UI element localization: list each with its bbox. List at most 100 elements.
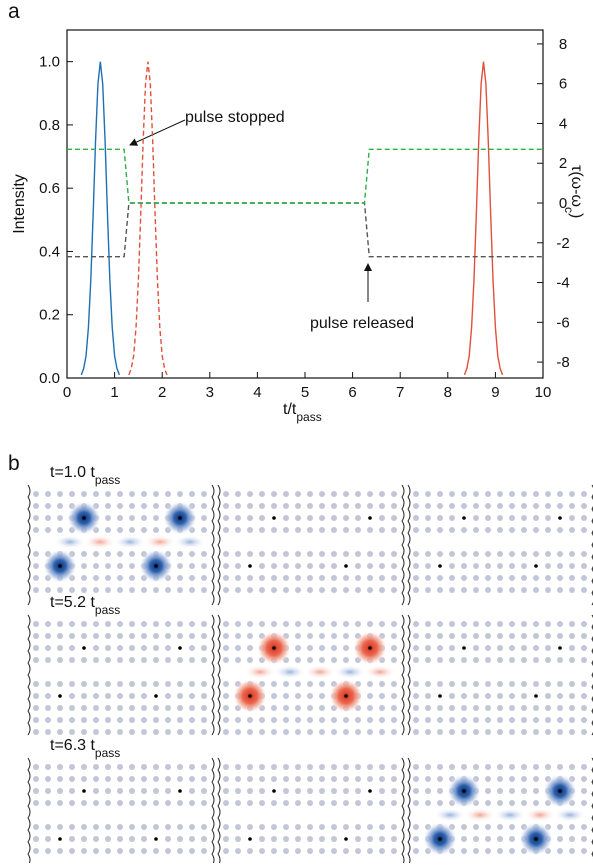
- lattice-dot: [153, 645, 159, 651]
- lattice-dot: [413, 764, 419, 770]
- lattice-dot: [413, 717, 419, 723]
- lattice-dot: [153, 633, 159, 639]
- lattice-dot: [509, 717, 515, 723]
- lattice-dot: [129, 764, 135, 770]
- lattice-dot: [105, 717, 111, 723]
- x-tick-label: 9: [491, 384, 499, 401]
- lattice-dot: [379, 503, 385, 509]
- lattice-dot: [367, 764, 373, 770]
- lattice-dot: [177, 563, 183, 569]
- lattice-dot: [521, 800, 527, 806]
- lattice-dot: [533, 764, 539, 770]
- lattice-dot: [141, 693, 147, 699]
- lattice-dot: [283, 503, 289, 509]
- lattice-dot: [355, 729, 361, 735]
- lattice-dot: [425, 705, 431, 711]
- lattice-dot: [307, 824, 313, 830]
- lattice-dot: [569, 527, 575, 533]
- cavity: [368, 646, 372, 650]
- annotation: pulse released: [310, 315, 414, 332]
- lattice-dot: [69, 657, 75, 663]
- lattice-dot: [235, 657, 241, 663]
- lattice-dot: [93, 563, 99, 569]
- lattice-dot: [533, 729, 539, 735]
- lattice-dot: [57, 764, 63, 770]
- lattice-dot: [521, 764, 527, 770]
- lattice-dot: [355, 776, 361, 782]
- lattice-dot: [93, 776, 99, 782]
- lattice-dot: [153, 764, 159, 770]
- lattice-dot: [355, 836, 361, 842]
- lattice-dot: [379, 681, 385, 687]
- cavity: [368, 789, 372, 793]
- lattice-dot: [307, 551, 313, 557]
- lattice-dot: [165, 836, 171, 842]
- lattice-dot: [165, 764, 171, 770]
- lattice-dot: [473, 633, 479, 639]
- lattice-dot: [343, 645, 349, 651]
- lattice-dot: [105, 575, 111, 581]
- lattice-dot: [509, 527, 515, 533]
- lattice-dot: [223, 681, 229, 687]
- lattice-dot: [319, 764, 325, 770]
- lattice-dot: [449, 633, 455, 639]
- lattice-dot: [45, 657, 51, 663]
- lattice-dot: [307, 503, 313, 509]
- lattice-dot: [129, 491, 135, 497]
- lattice-dot: [223, 575, 229, 581]
- lattice-dot: [247, 515, 253, 521]
- lattice-dot: [141, 515, 147, 521]
- lattice-dot: [533, 657, 539, 663]
- lattice-dot: [93, 575, 99, 581]
- lattice-dot: [437, 575, 443, 581]
- lattice-dot: [129, 705, 135, 711]
- boundary: [217, 484, 221, 606]
- lattice-dot: [189, 575, 195, 581]
- lattice-dot: [33, 788, 39, 794]
- lattice-dot: [545, 681, 551, 687]
- x-axis-label-sub: pass: [296, 410, 321, 424]
- lattice-dot: [81, 776, 87, 782]
- lattice-dot: [569, 551, 575, 557]
- lattice-dot: [223, 503, 229, 509]
- lattice-dot: [581, 527, 587, 533]
- lattice-dot: [117, 491, 123, 497]
- lattice-dot: [509, 515, 515, 521]
- lattice-dot: [247, 575, 253, 581]
- lattice-dot: [461, 824, 467, 830]
- lattice-dot: [437, 776, 443, 782]
- cavity: [558, 516, 562, 520]
- lattice-dot: [545, 527, 551, 533]
- cavity: [534, 694, 538, 698]
- lattice-dot: [45, 515, 51, 521]
- lattice-dot: [425, 527, 431, 533]
- lattice-dot: [165, 788, 171, 794]
- lattice-dot: [307, 491, 313, 497]
- lattice-dot: [425, 657, 431, 663]
- lattice-dot: [141, 729, 147, 735]
- lattice-dot: [69, 776, 75, 782]
- lattice-dot: [271, 587, 277, 593]
- lattice-dot: [259, 764, 265, 770]
- lattice-dot: [189, 717, 195, 723]
- lattice-dot: [521, 551, 527, 557]
- lattice-dot: [81, 621, 87, 627]
- lattice-dot: [235, 527, 241, 533]
- time-label-main: t=6.3 t: [50, 737, 95, 754]
- lattice-dot: [391, 681, 397, 687]
- lattice-dot: [391, 776, 397, 782]
- lattice-dot: [319, 693, 325, 699]
- lattice-dot: [521, 621, 527, 627]
- lattice-dot: [259, 800, 265, 806]
- lattice-dot: [545, 503, 551, 509]
- lattice-dot: [497, 776, 503, 782]
- lattice-dot: [105, 729, 111, 735]
- lattice-dot: [379, 551, 385, 557]
- lattice-dot: [557, 729, 563, 735]
- cavity: [248, 564, 252, 568]
- lattice-dot: [235, 824, 241, 830]
- lattice-dot: [81, 848, 87, 854]
- lattice-dot: [105, 621, 111, 627]
- lattice-dot: [105, 515, 111, 521]
- lattice-dot: [319, 681, 325, 687]
